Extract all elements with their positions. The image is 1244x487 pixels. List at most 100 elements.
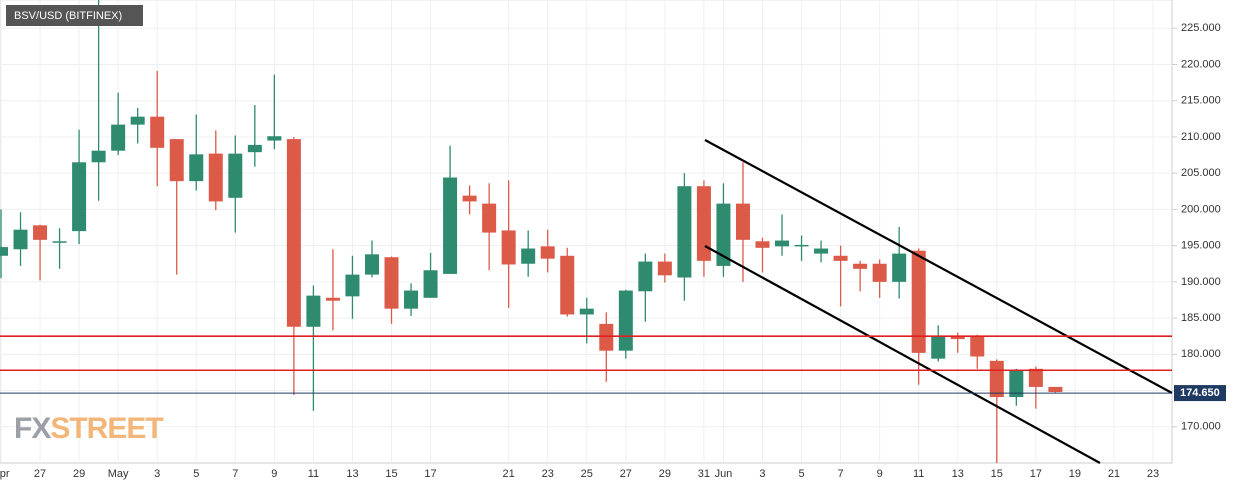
trend-line	[704, 139, 1173, 394]
candle-body	[696, 186, 711, 261]
y-tick-label: 225.000	[1181, 22, 1221, 34]
x-tick-label: Jun	[715, 468, 733, 480]
candle-body	[384, 257, 399, 309]
y-tick-label: 220.000	[1181, 58, 1221, 70]
candle-body	[286, 139, 301, 327]
candle-body	[33, 225, 48, 240]
overlay	[0, 335, 1172, 394]
x-tick-label: 7	[838, 468, 844, 480]
grid	[0, 0, 1172, 463]
x-tick-label: 23	[1147, 468, 1159, 480]
candle-body	[52, 241, 67, 243]
x-tick-label: 29	[659, 468, 671, 480]
y-tick-label: 205.000	[1181, 167, 1221, 179]
x-tick-label: 25	[581, 468, 593, 480]
x-tick-label: 27	[620, 468, 632, 480]
candle-body	[443, 177, 458, 274]
x-tick-label: 23	[542, 468, 554, 480]
y-tick-label: 200.000	[1181, 203, 1221, 215]
x-tick-label: 27	[34, 468, 46, 480]
candle-body	[872, 263, 887, 282]
x-tick-label: 17	[1030, 468, 1042, 480]
y-tick-label: 190.000	[1181, 276, 1221, 288]
candle-body	[657, 261, 672, 276]
candle-body	[794, 244, 809, 247]
candle-body	[833, 255, 848, 261]
title-box	[6, 5, 143, 26]
x-tick-label: 15	[991, 468, 1003, 480]
candle-body	[775, 240, 790, 247]
x-tick-label: 3	[759, 468, 765, 480]
candle-body	[950, 336, 965, 340]
watermark-part: FX	[14, 412, 51, 445]
x-tick-label: 7	[232, 468, 238, 480]
x-tick-label: 31	[698, 468, 710, 480]
y-tick-label: 180.000	[1181, 348, 1221, 360]
y-tick-label: 195.000	[1181, 240, 1221, 252]
x-tick-label: 13	[346, 468, 358, 480]
candle-body	[814, 248, 829, 254]
watermark-part: STREET	[50, 412, 163, 445]
trend-line	[704, 245, 1101, 464]
candle-body	[618, 290, 633, 351]
candle-body	[13, 229, 28, 250]
candle-body	[404, 290, 419, 309]
chart-title: BSV/USD (BITFINEX)	[14, 10, 122, 22]
candle-body	[189, 154, 204, 182]
x-tick-label: 17	[424, 468, 436, 480]
candle-body	[72, 162, 87, 232]
candle-body	[521, 248, 536, 264]
candle-body	[325, 297, 340, 301]
plot-area	[0, 0, 1173, 464]
x-tick-label: Apr	[0, 468, 10, 480]
x-tick-label: 3	[154, 468, 160, 480]
candle-body	[638, 261, 653, 292]
candle-body	[501, 230, 516, 265]
candle-body	[0, 247, 8, 256]
x-tick-label: 9	[271, 468, 277, 480]
candle-body	[560, 255, 575, 315]
watermark: FXSTREET	[14, 412, 163, 445]
candle-body	[716, 203, 731, 266]
x-tick-label: 5	[193, 468, 199, 480]
candle-body	[931, 336, 946, 359]
candle-body	[989, 360, 1004, 398]
candle-body	[599, 323, 614, 351]
candle-body	[150, 116, 165, 148]
candle-body	[208, 153, 223, 202]
x-tick-label: 21	[503, 468, 515, 480]
candle-body	[970, 335, 985, 357]
candle-body	[911, 250, 926, 353]
x-tick-label: 9	[877, 468, 883, 480]
last-price-label: 174.650	[1180, 387, 1220, 399]
candle-body	[1009, 370, 1024, 398]
x-tick-label: 15	[385, 468, 397, 480]
candle-body	[91, 150, 106, 163]
candle-body	[735, 203, 750, 240]
x-tick-label: 11	[308, 468, 319, 480]
candle-body	[892, 253, 907, 282]
candle-body	[540, 246, 555, 259]
candle-body	[345, 274, 360, 297]
candle-body	[228, 153, 243, 198]
candle-body	[853, 263, 868, 269]
y-tick-label: 185.000	[1181, 312, 1221, 324]
y-tick-label: 215.000	[1181, 95, 1221, 107]
x-tick-label: 19	[1069, 468, 1081, 480]
x-tick-label: 21	[1108, 468, 1120, 480]
candle-body	[677, 186, 692, 278]
x-tick-label: 29	[73, 468, 85, 480]
candle-body	[755, 241, 770, 248]
x-tick-label: 11	[913, 468, 924, 480]
x-tick-label: May	[108, 468, 129, 480]
last-price-box	[1174, 385, 1226, 402]
y-tick-label: 170.000	[1181, 421, 1221, 433]
candle-body	[579, 308, 594, 315]
candle-body	[247, 144, 262, 153]
candle-body	[1028, 368, 1043, 387]
candle-body	[423, 270, 438, 298]
y-tick-label: 210.000	[1181, 131, 1221, 143]
candle-body	[169, 139, 184, 182]
candle-body	[111, 124, 126, 151]
